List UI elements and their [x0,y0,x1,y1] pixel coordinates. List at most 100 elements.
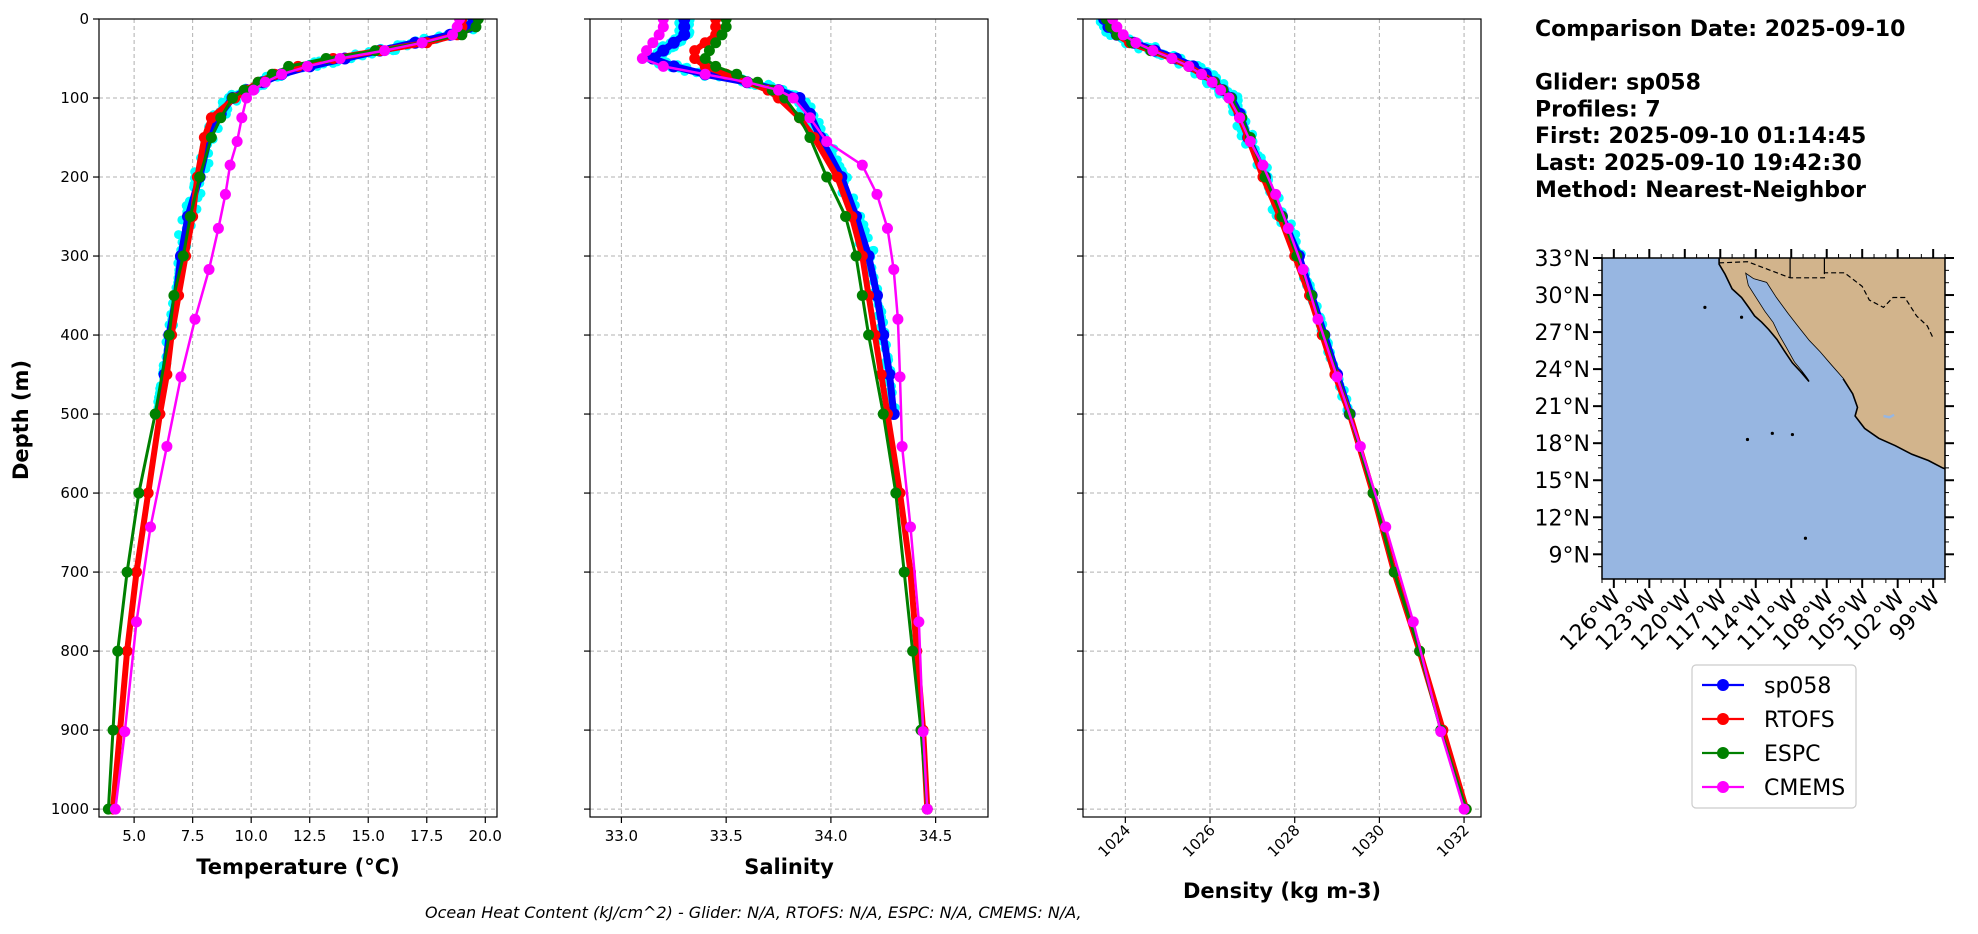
series-point-cmems [1354,440,1366,452]
series-point-espc [226,92,238,104]
series-point-espc [710,60,722,72]
series-point-cmems [896,440,908,452]
series-point-sp058 [657,44,670,57]
info-line: Method: Nearest-Neighbor [1535,178,1866,203]
series-point-cmems [821,135,833,147]
glider-raw-profiles [1095,19,1353,415]
x-tick-label: 7.5 [181,827,205,845]
series-line-cmems [114,19,461,810]
series-point-cmems [1147,45,1159,57]
series-point-espc [112,645,124,657]
series-point-rtofs [710,21,722,33]
series-point-cmems [334,53,346,65]
series-point-rtofs [121,645,133,657]
map-lat-label: 9°N [1549,543,1590,568]
y-tick-label: 1000 [51,800,89,818]
series-point-cmems [379,45,391,57]
series-point-cmems [231,135,243,147]
series-point-rtofs [130,566,142,578]
y-tick-label: 500 [60,405,89,423]
series-point-cmems [1270,188,1282,200]
series-point-espc [710,37,722,49]
series-point-espc [793,112,805,124]
series-point-cmems [301,60,313,72]
series-point-espc [699,53,711,65]
series-point-espc [184,211,196,223]
series-point-cmems [1257,159,1269,171]
series-point-sp058 [667,36,680,49]
series-point-cmems [804,112,816,124]
series-point-espc [850,250,862,262]
series-point-espc [121,566,133,578]
series-point-cmems [894,371,906,383]
series-point-cmems [119,726,131,738]
legend-entry-sp058: sp058 [1702,674,1831,699]
series-point-espc [898,566,910,578]
map-island [1703,305,1707,309]
series-point-cmems [787,92,799,104]
series-point-cmems [259,76,271,88]
series-point-espc [716,29,728,41]
series-point-cmems [892,313,904,325]
series-point-cmems [913,616,925,628]
glider-raw-profiles [644,19,900,413]
y-tick-label: 700 [60,563,89,581]
series-point-rtofs [689,45,701,57]
legend-marker [1717,781,1729,793]
series-point-cmems [653,29,665,41]
legend-label: sp058 [1764,674,1831,699]
profile-panel-1: 5.0 7.5 10.0 12.5 15.0 17.5 20.0 0 100 200 300 400 5… [51,10,502,879]
legend-label: CMEMS [1764,776,1845,801]
series-point-espc [856,290,868,302]
series-point-sp058 [678,28,691,41]
series-point-cmems [1117,29,1129,41]
series-point-cmems [888,263,900,275]
x-tick-label: 17.5 [410,827,443,845]
series-point-cmems [447,29,459,41]
series-point-cmems [699,68,711,80]
x-tick-label: 10.0 [234,827,267,845]
series-point-cmems [109,803,121,815]
series-point-cmems [212,222,224,234]
series-point-espc [907,645,919,657]
series-point-cmems [248,84,260,96]
series-point-espc [863,329,875,341]
series-point-rtofs [831,171,843,183]
series-point-cmems [203,263,215,275]
series-point-cmems [145,521,157,533]
series-point-cmems [1282,222,1294,234]
series-point-cmems [236,112,248,124]
map-lake [1883,413,1895,419]
series-point-sp058 [877,329,890,342]
series-point-cmems [1244,135,1256,147]
series-point-espc [283,60,295,72]
series-point-cmems [276,68,288,80]
map-lat-label: 21°N [1535,395,1590,420]
legend-marker [1717,713,1729,725]
depth-axis-label: Depth (m) [9,360,33,480]
profile-panel-3: 1024 1026 1028 1030 1032 Density (kg m-3) [1077,18,1482,903]
map: 33°N30°N27°N24°N21°N18°N15°N12°N9°N126°W… [1535,247,1954,656]
map-border [1719,261,1934,339]
series-point-cmems [161,440,173,452]
series-point-cmems [1312,313,1324,325]
glider-raw-point [174,230,184,240]
x-tick-label: 34.0 [814,827,847,845]
series-point-espc [731,68,743,80]
panel-frame [1082,18,1482,818]
series-point-cmems [856,159,868,171]
y-tick-label: 400 [60,326,89,344]
series-point-cmems [773,84,785,96]
series-point-espc [877,408,889,420]
series-point-cmems [917,726,929,738]
legend-label: ESPC [1764,742,1821,767]
series-line-sp058 [1101,19,1354,416]
series-point-cmems [130,616,142,628]
y-tick-label: 900 [60,721,89,739]
series-point-cmems [1458,803,1470,815]
legend-entry-cmems: CMEMS [1702,776,1845,801]
series-point-cmems [1234,112,1246,124]
map-gulf-of-california [1746,274,1844,383]
series-point-espc [168,290,180,302]
